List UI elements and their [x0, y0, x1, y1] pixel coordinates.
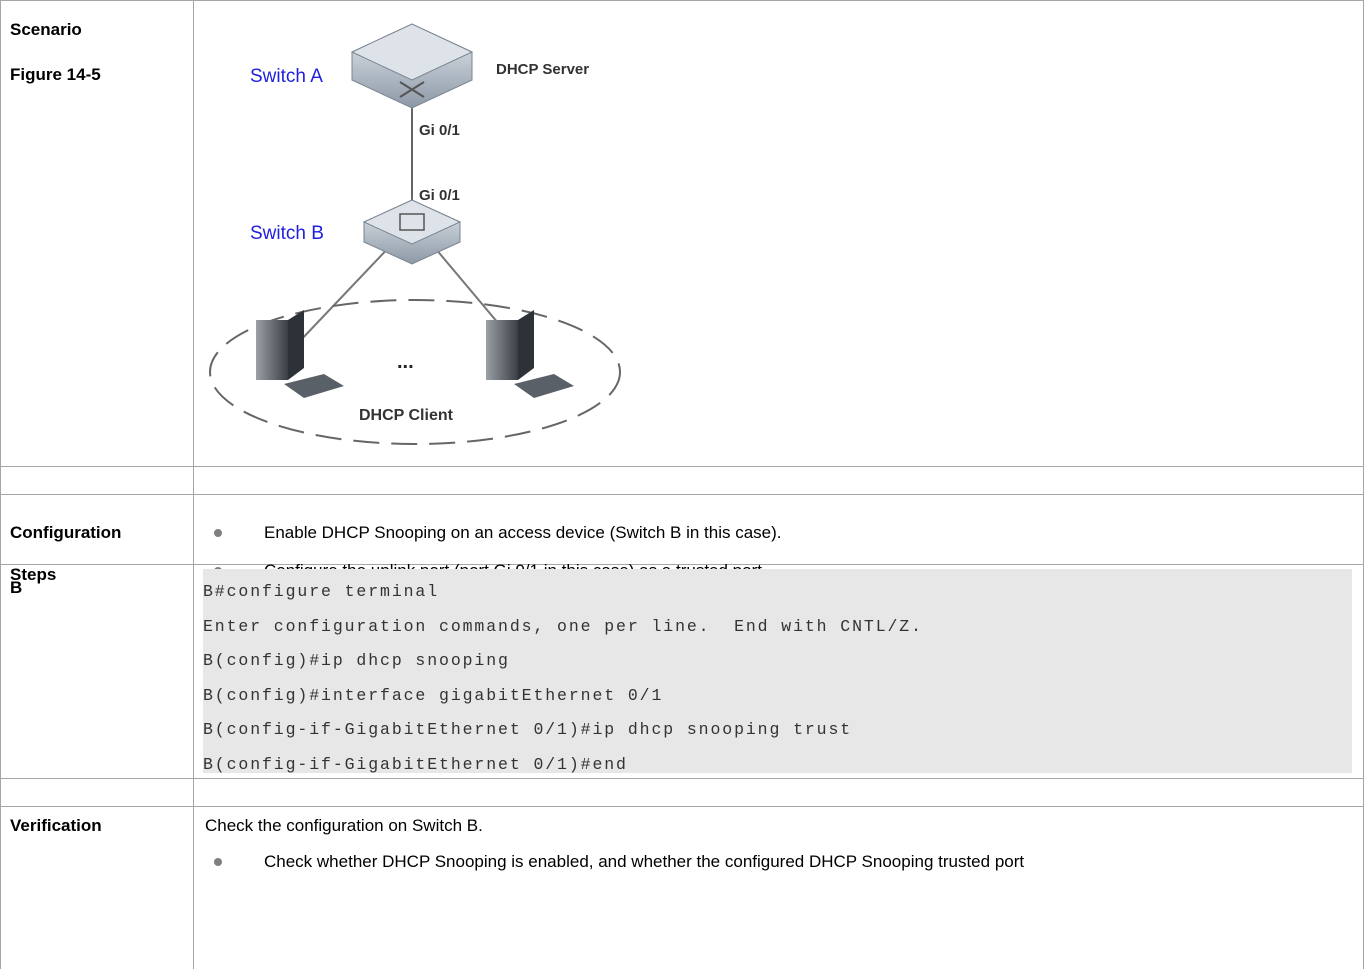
code-line: B(config)#ip dhcp snooping	[203, 651, 510, 670]
bullet-text: Enable DHCP Snooping on an access device…	[264, 523, 782, 542]
row-label: B	[10, 578, 23, 597]
border	[0, 564, 1364, 565]
bullet	[214, 858, 222, 866]
row-label: Steps	[10, 565, 57, 584]
border	[0, 494, 1364, 495]
port-label: Gi 0/1	[419, 187, 460, 204]
row-label: Scenario	[10, 20, 82, 39]
border	[0, 0, 1, 969]
client-label: DHCP Client	[359, 407, 454, 424]
border	[193, 0, 194, 969]
row-label: Verification	[10, 816, 102, 835]
network-figure: Switch A DHCP Server Gi 0/1 Gi 0/1 Switc…	[209, 23, 621, 445]
bullet	[214, 529, 222, 537]
code-line: B(config-if-GigabitEthernet 0/1)#end	[203, 754, 628, 774]
row-label: Figure 14-5	[10, 65, 101, 84]
port-label: Gi 0/1	[419, 122, 460, 139]
code-block: B#configure terminal Enter configuration …	[203, 569, 1352, 774]
border	[0, 778, 1364, 779]
server-label: DHCP Server	[496, 61, 589, 78]
paragraph: Check the configuration on Switch B.	[205, 816, 483, 835]
ellipsis: ...	[397, 351, 414, 373]
row-label: Configuration	[10, 523, 122, 542]
code-line: B(config)#interface gigabitEthernet 0/1	[203, 685, 664, 705]
switch-label: Switch A	[250, 66, 323, 87]
border	[0, 806, 1364, 807]
border	[1363, 0, 1364, 969]
border	[0, 0, 1364, 1]
code-line: Enter configuration commands, one per li…	[203, 616, 923, 636]
code-line: B#configure terminal	[203, 582, 440, 601]
border	[0, 466, 1364, 467]
code-line: B(config-if-GigabitEthernet 0/1)#ip dhcp…	[203, 720, 853, 739]
switch-label: Switch B	[250, 223, 324, 244]
bullet-text: Check whether DHCP Snooping is enabled, …	[264, 852, 1025, 871]
